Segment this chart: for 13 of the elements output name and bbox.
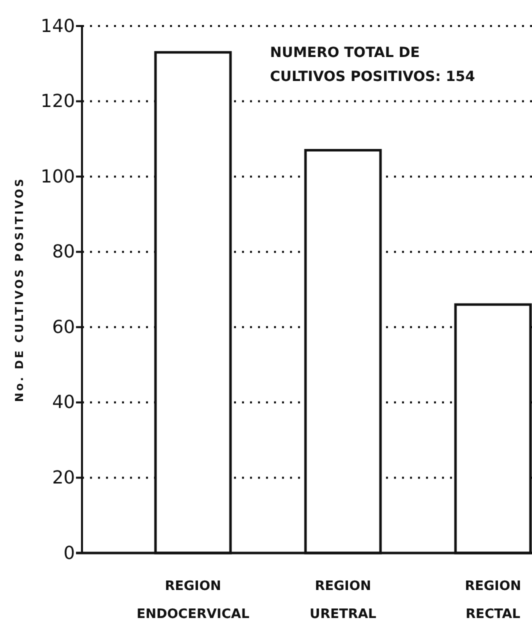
annotation: NUMERO TOTAL DE CULTIVOS POSITIVOS: 154 [270, 45, 476, 85]
y-tick-label: 60 [52, 316, 75, 338]
x-tick-label: REGION URETRAL [310, 579, 376, 619]
x-tick-label: REGION ENDOCERVICAL [136, 579, 250, 619]
y-tick-label: 120 [40, 91, 75, 112]
y-tick-label: 0 [64, 542, 75, 564]
x-tick-label: REGION RECTAL [464, 579, 522, 619]
y-tick-label: 80 [52, 242, 75, 263]
y-tick-label: 20 [52, 467, 75, 488]
y-axis-title: No. DE CULTIVOS POSITIVOS [13, 176, 26, 402]
y-tick-label: 40 [52, 392, 75, 414]
y-tick-label: 140 [40, 16, 75, 37]
y-tick-label: 100 [40, 166, 75, 188]
